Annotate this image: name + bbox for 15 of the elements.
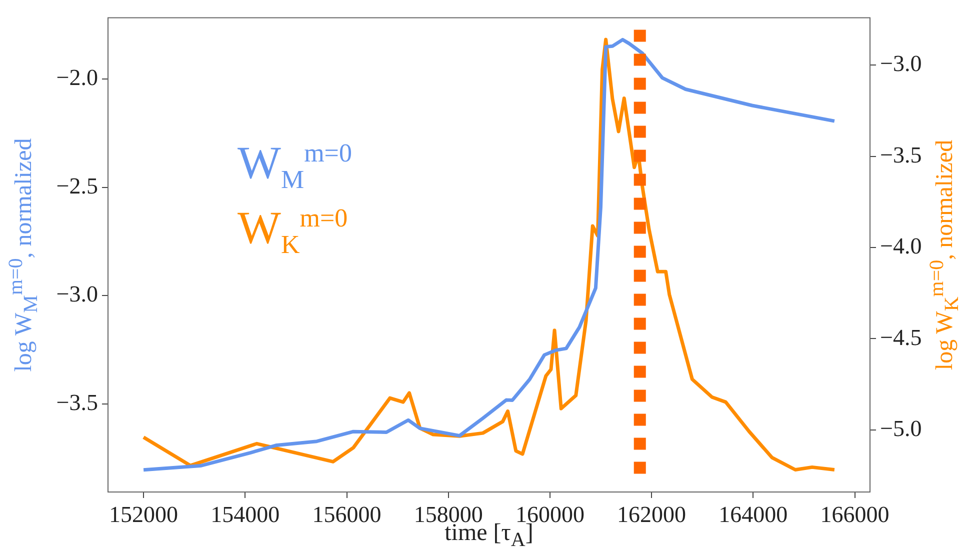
y-tick-label: −3.0 <box>56 282 98 307</box>
y2-tick-label: −4.0 <box>880 234 922 259</box>
x-tick-label: 152000 <box>109 502 178 527</box>
x-tick-label: 162000 <box>617 502 686 527</box>
y2-tick-label: −3.5 <box>880 142 922 168</box>
y2-tick-label: −3.0 <box>880 51 922 76</box>
x-tick-label: 154000 <box>210 502 280 527</box>
y2-tick-label: −5.0 <box>880 416 922 442</box>
y-tick-label: −3.5 <box>56 390 98 415</box>
y-tick-label: −2.5 <box>56 173 98 198</box>
y2-tick-label: −4.5 <box>880 324 922 350</box>
x-tick-label: 166000 <box>820 502 890 527</box>
x-tick-label: 156000 <box>312 502 382 527</box>
x-tick-label: 164000 <box>718 502 788 527</box>
y-tick-label: −2.0 <box>56 65 98 90</box>
